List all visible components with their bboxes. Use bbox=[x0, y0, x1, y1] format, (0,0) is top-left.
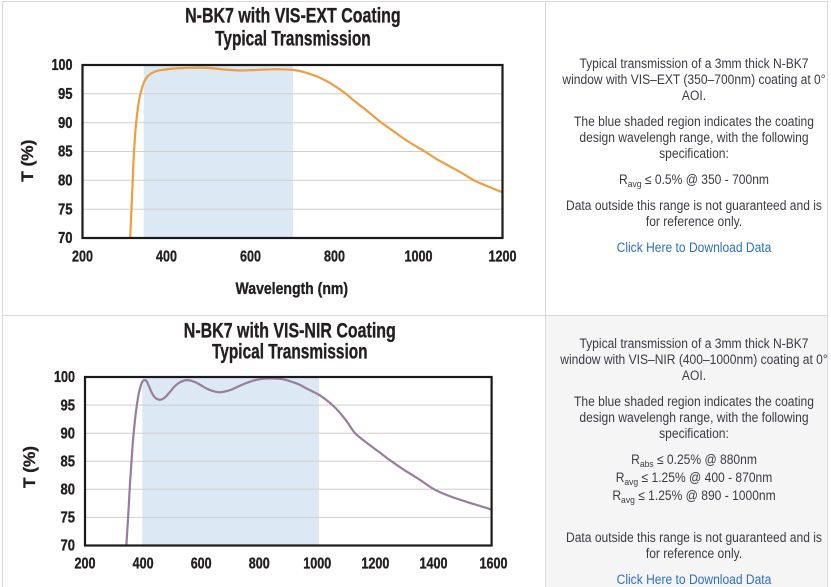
svg-text:400: 400 bbox=[156, 249, 177, 266]
svg-text:800: 800 bbox=[324, 249, 345, 266]
svg-text:85: 85 bbox=[61, 453, 76, 470]
svg-text:1000: 1000 bbox=[405, 249, 433, 266]
svg-text:1200: 1200 bbox=[361, 556, 389, 573]
svg-text:Wavelength (nm): Wavelength (nm) bbox=[236, 279, 349, 298]
svg-text:1200: 1200 bbox=[489, 249, 517, 266]
svg-text:100: 100 bbox=[52, 57, 73, 74]
svg-text:75: 75 bbox=[61, 510, 76, 527]
svg-text:90: 90 bbox=[58, 115, 73, 132]
svg-text:N-BK7 with VIS-EXT Coating: N-BK7 with VIS-EXT Coating bbox=[185, 4, 401, 28]
svg-text:80: 80 bbox=[58, 173, 73, 190]
svg-text:400: 400 bbox=[133, 556, 154, 573]
svg-text:70: 70 bbox=[61, 538, 76, 555]
svg-text:95: 95 bbox=[58, 86, 73, 103]
svg-text:200: 200 bbox=[72, 249, 93, 266]
svg-text:600: 600 bbox=[191, 556, 212, 573]
svg-text:75: 75 bbox=[58, 201, 73, 218]
svg-text:N-BK7 with VIS-NIR Coating: N-BK7 with VIS-NIR Coating bbox=[184, 319, 396, 343]
svg-text:85: 85 bbox=[58, 144, 73, 161]
svg-text:1000: 1000 bbox=[303, 556, 331, 573]
svg-text:T (%): T (%) bbox=[20, 446, 39, 488]
svg-text:80: 80 bbox=[61, 482, 76, 499]
svg-text:90: 90 bbox=[61, 425, 76, 442]
svg-text:95: 95 bbox=[61, 397, 76, 414]
svg-text:1400: 1400 bbox=[420, 556, 448, 573]
svg-text:Typical Transmission: Typical Transmission bbox=[212, 340, 368, 364]
svg-text:200: 200 bbox=[75, 556, 96, 573]
svg-text:100: 100 bbox=[54, 369, 75, 386]
svg-text:600: 600 bbox=[240, 249, 261, 266]
svg-text:T (%): T (%) bbox=[18, 140, 37, 182]
svg-text:800: 800 bbox=[249, 556, 270, 573]
svg-text:70: 70 bbox=[58, 230, 73, 247]
svg-text:1600: 1600 bbox=[480, 556, 508, 573]
svg-text:Typical Transmission: Typical Transmission bbox=[215, 27, 371, 51]
